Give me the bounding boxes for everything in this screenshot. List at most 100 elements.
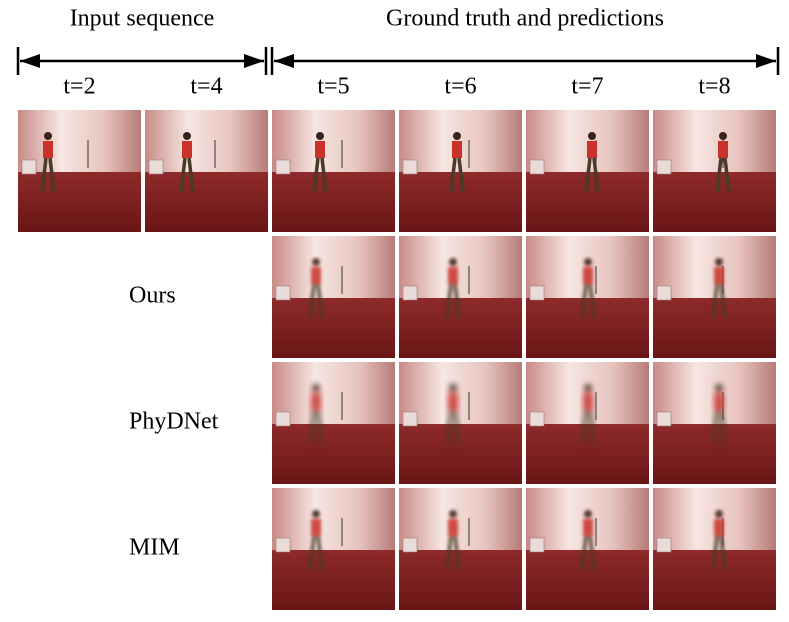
video-frame bbox=[526, 110, 649, 232]
head bbox=[183, 132, 191, 140]
video-frame bbox=[272, 236, 395, 358]
shirt bbox=[452, 141, 462, 158]
leg bbox=[453, 535, 461, 571]
method-label: Ours bbox=[129, 283, 176, 309]
head bbox=[715, 258, 723, 266]
head bbox=[719, 132, 727, 140]
radiator bbox=[656, 537, 672, 553]
shirt bbox=[583, 393, 593, 410]
floor bbox=[272, 172, 395, 232]
floor bbox=[18, 172, 141, 232]
shirt bbox=[714, 393, 724, 410]
radiator bbox=[529, 159, 545, 175]
leg bbox=[445, 283, 453, 319]
video-frame bbox=[526, 362, 649, 484]
person bbox=[580, 258, 596, 319]
leg bbox=[723, 157, 731, 193]
leg bbox=[453, 409, 461, 445]
head bbox=[584, 510, 592, 518]
radiator bbox=[656, 411, 672, 427]
head bbox=[715, 384, 723, 392]
head bbox=[449, 510, 457, 518]
span-arrows bbox=[16, 47, 780, 75]
radiator bbox=[656, 285, 672, 301]
wall bbox=[272, 110, 395, 172]
radiator bbox=[148, 159, 164, 175]
radiator bbox=[275, 411, 291, 427]
person bbox=[715, 132, 731, 193]
video-frame bbox=[526, 236, 649, 358]
wall bbox=[145, 110, 268, 172]
video-frame bbox=[399, 110, 522, 232]
shirt bbox=[311, 393, 321, 410]
shirt bbox=[714, 267, 724, 284]
floor bbox=[399, 298, 522, 358]
leg bbox=[584, 157, 592, 193]
shirt bbox=[182, 141, 192, 158]
shirt bbox=[43, 141, 53, 158]
shirt bbox=[587, 141, 597, 158]
floor bbox=[272, 424, 395, 484]
shirt bbox=[714, 519, 724, 536]
leg bbox=[715, 157, 723, 193]
video-frame bbox=[145, 110, 268, 232]
leg bbox=[719, 535, 727, 571]
leg bbox=[588, 409, 596, 445]
wall bbox=[18, 110, 141, 172]
person bbox=[312, 132, 328, 193]
radiator bbox=[656, 159, 672, 175]
video-frame bbox=[272, 362, 395, 484]
video-frame bbox=[399, 362, 522, 484]
leg bbox=[457, 157, 465, 193]
leg bbox=[187, 157, 195, 193]
person bbox=[584, 132, 600, 193]
leg bbox=[316, 283, 324, 319]
leg bbox=[719, 283, 727, 319]
head bbox=[584, 258, 592, 266]
leg bbox=[592, 157, 600, 193]
leg bbox=[316, 409, 324, 445]
head bbox=[588, 132, 596, 140]
person bbox=[179, 132, 195, 193]
leg bbox=[312, 157, 320, 193]
leg bbox=[711, 283, 719, 319]
radiator bbox=[529, 411, 545, 427]
floor bbox=[526, 424, 649, 484]
head bbox=[312, 510, 320, 518]
time-label: t=6 bbox=[444, 74, 476, 100]
leg bbox=[719, 409, 727, 445]
person bbox=[308, 510, 324, 571]
radiator bbox=[21, 159, 37, 175]
head bbox=[449, 258, 457, 266]
leg bbox=[308, 409, 316, 445]
radiator bbox=[529, 537, 545, 553]
video-frame bbox=[653, 110, 776, 232]
wall bbox=[272, 488, 395, 550]
leg bbox=[445, 409, 453, 445]
video-frame bbox=[653, 236, 776, 358]
shirt bbox=[448, 267, 458, 284]
radiator bbox=[275, 159, 291, 175]
head bbox=[312, 384, 320, 392]
person bbox=[445, 510, 461, 571]
floor bbox=[145, 172, 268, 232]
radiator bbox=[402, 537, 418, 553]
person bbox=[580, 510, 596, 571]
head bbox=[453, 132, 461, 140]
video-frame bbox=[399, 488, 522, 610]
shirt bbox=[311, 519, 321, 536]
floor bbox=[526, 298, 649, 358]
shirt bbox=[448, 393, 458, 410]
person bbox=[40, 132, 56, 193]
video-frame bbox=[399, 236, 522, 358]
video-frame bbox=[272, 110, 395, 232]
time-label: t=2 bbox=[63, 74, 95, 100]
output-label: Ground truth and predictions bbox=[386, 6, 664, 32]
leg bbox=[588, 535, 596, 571]
leg bbox=[449, 157, 457, 193]
wall bbox=[399, 362, 522, 424]
person bbox=[449, 132, 465, 193]
floor bbox=[399, 550, 522, 610]
video-frame bbox=[18, 110, 141, 232]
leg bbox=[580, 283, 588, 319]
